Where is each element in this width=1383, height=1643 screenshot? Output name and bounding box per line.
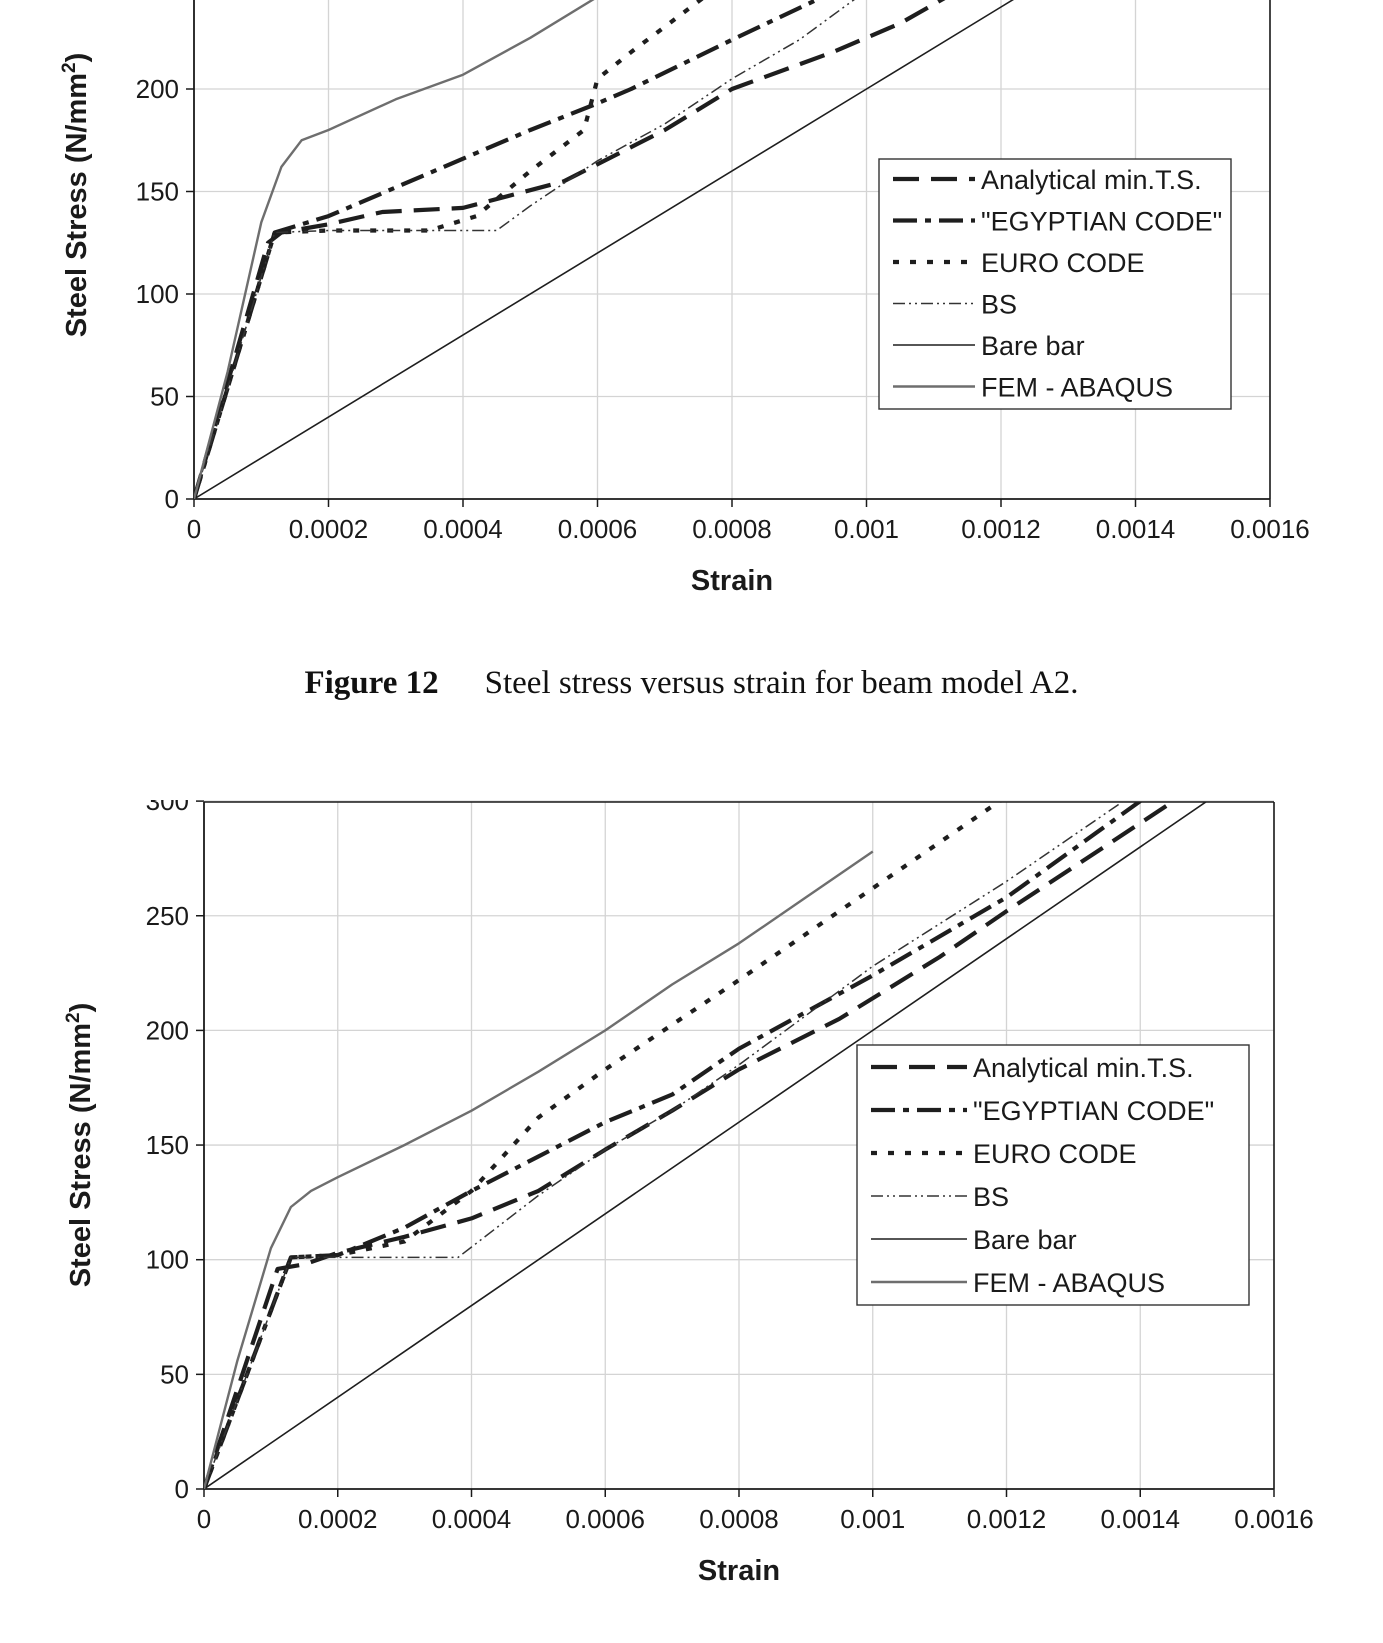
legend-label: FEM - ABAQUS: [981, 373, 1173, 403]
y-tick-label: 100: [136, 279, 179, 309]
y-axis-title: Steel Stress (N/mm2): [63, 1003, 97, 1288]
chart-a2: 0 0.0002 0.0004 0.0006 0.0008 0.001 0.0012 0.00…: [59, 0, 1310, 597]
legend-label: EURO CODE: [973, 1139, 1137, 1169]
y-tick-label: 200: [136, 74, 179, 104]
x-axis-title: Strain: [691, 565, 773, 597]
x-tick-label: 0.0002: [289, 514, 369, 544]
legend-label: FEM - ABAQUS: [973, 1268, 1165, 1298]
figure-caption: Figure 12 Steel stress versus strain for …: [0, 665, 1383, 702]
y-tick-label: 200: [146, 1015, 189, 1045]
series-line-bare-bar: [204, 802, 1208, 1489]
x-tick-label: 0.0016: [1230, 514, 1310, 544]
x-tick-label: 0.0008: [692, 514, 772, 544]
series-line-egyptian-code: [204, 802, 1142, 1489]
x-tick-label: 0.0004: [423, 514, 503, 544]
series-line-analytical-min-t-s: [194, 0, 946, 499]
legend-label: Bare bar: [973, 1225, 1077, 1255]
legend-label: Analytical min.T.S.: [981, 165, 1202, 195]
series-group: [194, 0, 1015, 499]
y-tick-label: 150: [146, 1130, 189, 1160]
x-tick-label: 0.0016: [1234, 1504, 1314, 1534]
legend-label: EURO CODE: [981, 248, 1145, 278]
series-line-bs: [194, 0, 855, 499]
y-tick-label: 0: [165, 484, 179, 514]
legend-label: Bare bar: [981, 331, 1085, 361]
x-tick-label: 0.0012: [967, 1504, 1047, 1534]
series-line-analytical-min-t-s: [204, 802, 1175, 1489]
y-tick-label: 250: [146, 901, 189, 931]
legend-label: BS: [973, 1182, 1009, 1212]
x-tick-label: 0.0004: [432, 1504, 512, 1534]
x-tick-label: 0.0014: [1100, 1504, 1180, 1534]
legend-label: Analytical min.T.S.: [973, 1053, 1194, 1083]
x-tick-label: 0.0006: [558, 514, 638, 544]
series-line-euro-code: [204, 802, 1003, 1489]
legend-label: "EGYPTIAN CODE": [981, 207, 1222, 237]
x-tick-label: 0.0002: [298, 1504, 378, 1534]
y-tick-label: 50: [160, 1359, 189, 1389]
x-tick-label: 0.0006: [565, 1504, 645, 1534]
y-tick-label: 50: [150, 382, 179, 412]
series-line-fem-abaqus: [194, 0, 595, 499]
legend-box: [856, 1044, 1250, 1306]
legend-label: BS: [981, 290, 1017, 320]
x-axis-title: Strain: [698, 1555, 780, 1587]
x-tick-label: 0.001: [834, 514, 899, 544]
figure-number: Figure 12: [304, 665, 439, 701]
y-tick-label: 0: [175, 1474, 189, 1504]
y-tick-label: 100: [146, 1245, 189, 1275]
series-line-fem-abaqus: [204, 850, 874, 1489]
y-axis-title: Steel Stress (N/mm2): [59, 53, 93, 338]
x-tick-label: 0: [187, 514, 201, 544]
x-tick-label: 0: [197, 1504, 211, 1534]
x-tick-label: 0.0012: [961, 514, 1041, 544]
x-tick-label: 0.0014: [1096, 514, 1176, 544]
series-group: [204, 802, 1208, 1489]
series-line-egyptian-code: [194, 0, 822, 499]
y-tick-label: 150: [136, 177, 179, 207]
legend-box: [878, 158, 1232, 410]
chart-second: 0 0.0002 0.0004 0.0006 0.0008 0.001 0.0012 0.00…: [63, 800, 1314, 1587]
series-line-bare-bar: [194, 0, 1015, 499]
y-tick-label: 300: [146, 800, 189, 816]
series-line-bs: [204, 802, 1124, 1489]
legend-label: "EGYPTIAN CODE": [973, 1096, 1214, 1126]
x-tick-label: 0.0008: [699, 1504, 779, 1534]
x-tick-label: 0.001: [840, 1504, 905, 1534]
figure-caption-text: Steel stress versus strain for beam mode…: [484, 665, 1079, 701]
